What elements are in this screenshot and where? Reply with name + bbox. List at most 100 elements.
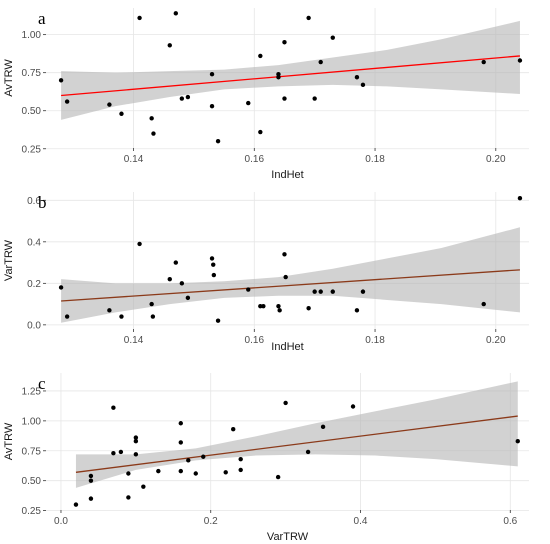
fit-line bbox=[61, 55, 520, 97]
data-point bbox=[64, 99, 70, 104]
data-point bbox=[354, 308, 360, 313]
y-axis-title: VarTRW bbox=[3, 239, 15, 281]
chart-panel-c: 0.25 0.50 0.75 1.00 1.25 0.0 0.2 0.4 0.6 VarTRW Av… bbox=[3, 373, 529, 543]
data-point bbox=[360, 82, 366, 88]
data-point bbox=[261, 303, 266, 309]
data-point bbox=[283, 400, 288, 406]
data-point bbox=[330, 289, 335, 294]
data-point bbox=[201, 454, 206, 459]
data-point bbox=[107, 102, 112, 107]
y-tick-label: 0.6 bbox=[27, 196, 41, 207]
data-point bbox=[119, 314, 124, 319]
data-point bbox=[350, 404, 356, 409]
x-tick-label: 0.20 bbox=[486, 154, 506, 165]
confidence-band bbox=[61, 227, 520, 323]
data-point bbox=[111, 450, 116, 456]
data-point bbox=[282, 252, 287, 257]
y-tick-label: 0.50 bbox=[22, 476, 42, 487]
data-point bbox=[312, 289, 317, 294]
data-point bbox=[209, 256, 215, 261]
data-point bbox=[178, 440, 183, 445]
data-point bbox=[515, 439, 520, 444]
data-point bbox=[186, 458, 191, 463]
data-point bbox=[231, 427, 236, 432]
data-point bbox=[275, 474, 281, 480]
data-point bbox=[137, 15, 142, 21]
y-tick-label: 0.4 bbox=[27, 237, 41, 248]
data-point bbox=[73, 502, 79, 507]
data-point bbox=[173, 11, 179, 16]
data-point bbox=[246, 287, 251, 292]
data-point bbox=[179, 96, 185, 101]
data-point bbox=[223, 470, 228, 475]
y-tick-label: 0.0 bbox=[27, 320, 41, 331]
x-axis-title: VarTRW bbox=[267, 531, 309, 543]
data-point bbox=[107, 308, 112, 313]
data-point bbox=[306, 15, 311, 21]
data-point bbox=[133, 435, 139, 440]
x-tick-label: 0.6 bbox=[503, 516, 517, 527]
data-point bbox=[111, 405, 116, 410]
x-tick-label: 0.18 bbox=[365, 154, 385, 165]
data-point bbox=[133, 439, 139, 444]
x-tick-label: 0.16 bbox=[245, 335, 265, 346]
data-point bbox=[58, 285, 64, 290]
data-point bbox=[318, 289, 323, 294]
data-point bbox=[133, 452, 139, 457]
data-point bbox=[517, 196, 523, 201]
y-tick-label: 0.2 bbox=[27, 279, 41, 290]
data-point bbox=[215, 318, 221, 323]
data-point bbox=[209, 103, 215, 109]
chart-panel-b: 0.0 0.2 0.4 0.6 0.14 0.16 0.18 0.20 IndHet VarTRW… bbox=[3, 192, 529, 353]
data-point bbox=[282, 40, 287, 45]
data-point bbox=[283, 274, 288, 280]
data-point bbox=[238, 456, 243, 462]
data-point bbox=[318, 59, 323, 65]
data-point bbox=[151, 131, 156, 136]
data-point bbox=[306, 306, 311, 311]
panel-tag: b bbox=[38, 193, 47, 212]
data-point bbox=[238, 467, 243, 473]
y-axis-title: AvTRW bbox=[3, 59, 15, 97]
data-point bbox=[276, 303, 281, 309]
data-point bbox=[276, 71, 281, 77]
data-point bbox=[137, 241, 142, 247]
data-point bbox=[167, 276, 172, 282]
data-point bbox=[178, 468, 183, 474]
panel-tag: c bbox=[38, 374, 46, 393]
data-point bbox=[149, 301, 154, 307]
data-point bbox=[312, 96, 317, 101]
data-point bbox=[481, 59, 486, 65]
data-point bbox=[320, 424, 326, 430]
panel-tag: a bbox=[38, 9, 46, 28]
data-point bbox=[167, 43, 172, 48]
y-tick-label: 0.25 bbox=[22, 506, 42, 517]
y-tick-label: 0.50 bbox=[22, 106, 42, 117]
y-tick-label: 1.25 bbox=[22, 386, 42, 397]
data-point bbox=[185, 295, 191, 301]
data-point bbox=[215, 138, 221, 144]
fit-line bbox=[61, 269, 520, 302]
data-point bbox=[156, 468, 161, 474]
data-point bbox=[118, 449, 124, 455]
data-point bbox=[360, 289, 366, 294]
y-tick-label: 0.75 bbox=[22, 68, 42, 79]
data-point bbox=[64, 314, 70, 319]
data-point bbox=[276, 75, 281, 80]
data-point bbox=[481, 301, 486, 307]
y-tick-label: 0.75 bbox=[22, 446, 42, 457]
data-point bbox=[330, 35, 335, 40]
x-tick-label: 0.14 bbox=[124, 335, 144, 346]
data-point bbox=[282, 96, 287, 101]
data-point bbox=[173, 260, 179, 265]
data-point bbox=[185, 94, 191, 100]
confidence-band bbox=[61, 20, 520, 120]
data-point bbox=[178, 421, 183, 426]
x-tick-label: 0.18 bbox=[365, 335, 385, 346]
data-point bbox=[354, 75, 360, 80]
data-point bbox=[141, 484, 146, 489]
data-point bbox=[211, 262, 216, 267]
y-tick-label: 1.00 bbox=[22, 30, 42, 41]
data-point bbox=[258, 303, 263, 309]
